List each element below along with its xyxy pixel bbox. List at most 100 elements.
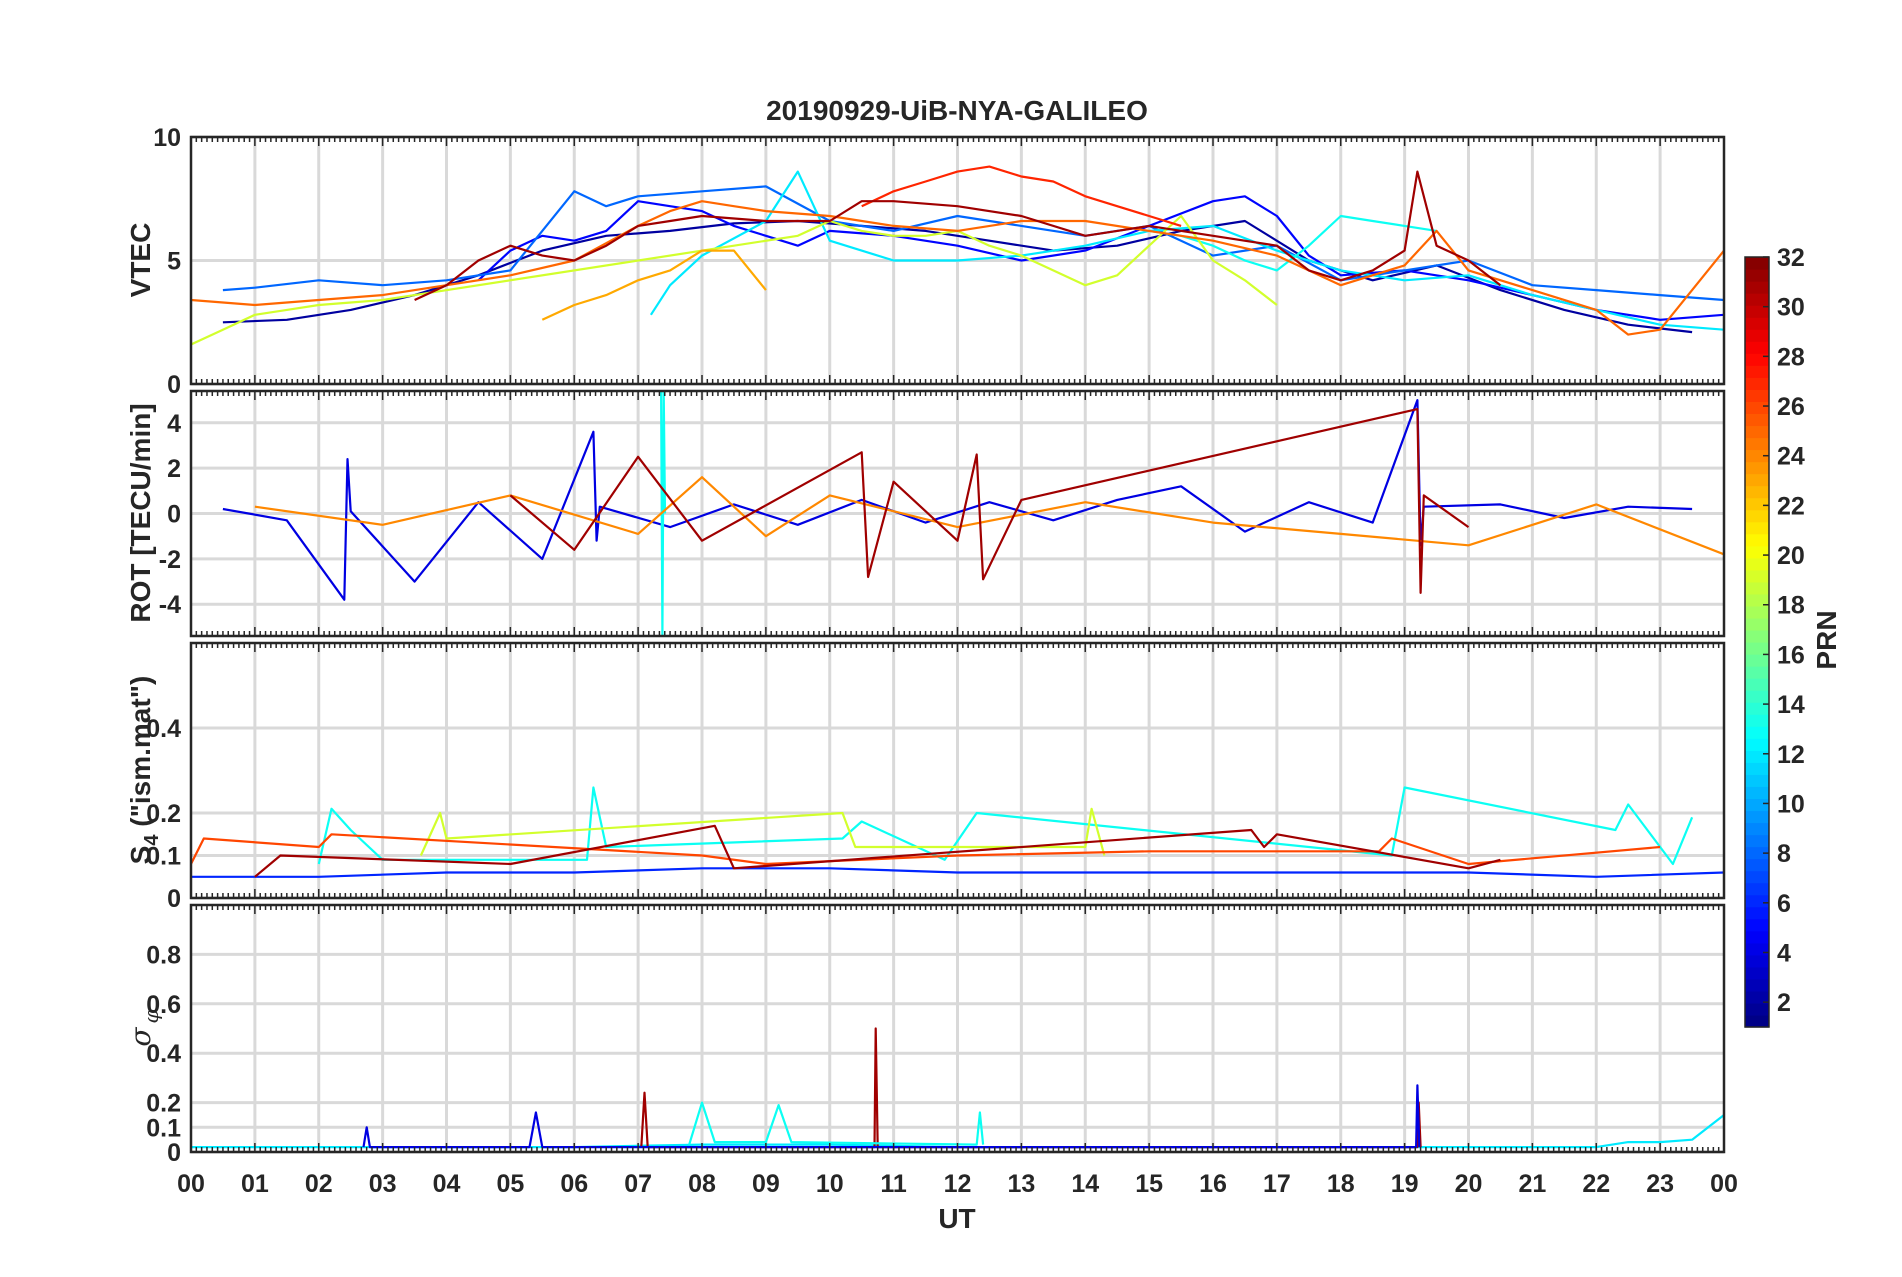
vtec-panel: 0 5 10 <box>153 124 1726 399</box>
rot-ytick-label: 4 <box>167 410 181 438</box>
colorbar-segment <box>1745 990 1769 1004</box>
colorbar-segment <box>1745 930 1769 944</box>
colorbar-tick-label: 2 <box>1777 989 1791 1017</box>
x-tick-label: 07 <box>624 1170 652 1198</box>
x-tick-label: 10 <box>816 1170 844 1198</box>
rot-ytick-label: 0 <box>167 501 181 529</box>
series-line <box>222 185 1724 302</box>
colorbar-segment <box>1745 593 1769 607</box>
rot-series-group <box>222 391 1724 636</box>
colorbar-segment <box>1745 269 1769 282</box>
series-line <box>191 214 1278 346</box>
series-line <box>477 195 1724 321</box>
colorbar-segment <box>1745 714 1769 727</box>
colorbar-tick-label: 30 <box>1777 294 1805 322</box>
x-axis-tick-labels: 00 01 02 03 04 05 06 07 08 09 10 11 12 13 14 15 16 17 18 19… <box>177 1170 1738 1198</box>
series-line <box>191 867 1724 878</box>
sigma-ytick-label: 0.4 <box>146 1040 181 1068</box>
vtec-ytick-label: 10 <box>153 124 181 152</box>
vtec-ylabel: VTEC <box>125 223 156 298</box>
colorbar-label: PRN <box>1811 610 1842 669</box>
rot-ytick-label: -2 <box>159 546 181 574</box>
colorbar-segment <box>1745 834 1769 848</box>
colorbar-tick-label: 28 <box>1777 343 1805 371</box>
colorbar-segment <box>1745 750 1769 763</box>
colorbar-segment <box>1745 629 1769 643</box>
colorbar-segment <box>1745 461 1769 475</box>
colorbar-segment <box>1745 822 1769 836</box>
colorbar-segment <box>1745 894 1769 908</box>
colorbar-segment <box>1745 377 1769 390</box>
colorbar-segment <box>1745 798 1769 812</box>
sigma-ytick-label: 0.6 <box>146 991 181 1019</box>
colorbar-segment <box>1745 569 1769 583</box>
s4-ylabel: S4 ("ism.mat") <box>125 676 163 865</box>
series-line <box>222 219 1693 334</box>
colorbar-segment <box>1745 605 1769 619</box>
x-tick-label: 00 <box>177 1170 205 1198</box>
sigma-ylabel-sub: φ <box>139 1009 163 1023</box>
colorbar-segment <box>1745 389 1769 402</box>
colorbar-segment <box>1745 690 1769 703</box>
colorbar-segment <box>1745 918 1769 932</box>
s4-panel: 0 0.1 0.2 0.4 <box>146 641 1726 913</box>
colorbar-segment <box>1745 617 1769 631</box>
series-line <box>414 170 1502 301</box>
s4-ylabel-main: S <box>125 846 156 865</box>
sigma-phi-panel: 00.10.2 0.4 0.6 0.8 <box>146 903 1726 1167</box>
x-tick-label: 12 <box>944 1170 972 1198</box>
x-tick-label: 03 <box>369 1170 397 1198</box>
x-tick-label: 08 <box>688 1170 716 1198</box>
vtec-ytick-label: 5 <box>167 248 181 276</box>
colorbar-segment <box>1745 473 1769 487</box>
x-tick-label: 19 <box>1391 1170 1419 1198</box>
colorbar-segment <box>1745 786 1769 800</box>
sigma-ytick-label: 0.2 <box>146 1090 181 1118</box>
colorbar-tick-label: 22 <box>1777 492 1805 520</box>
x-tick-label: 16 <box>1199 1170 1227 1198</box>
x-tick-label: 01 <box>241 1170 269 1198</box>
colorbar-segment <box>1745 449 1769 463</box>
colorbar-segment <box>1745 533 1769 547</box>
colorbar-tick-label: 14 <box>1777 691 1805 719</box>
s4-ytick-label: 0.2 <box>146 800 181 828</box>
colorbar-segment <box>1745 305 1769 318</box>
s4-ylabel-rest: ("ism.mat") <box>125 676 156 835</box>
colorbar-segment <box>1745 497 1769 511</box>
colorbar-segment <box>1745 666 1769 679</box>
colorbar-segment <box>1745 317 1769 330</box>
colorbar-segment <box>1745 1002 1769 1016</box>
colorbar-tick-label: 24 <box>1777 443 1805 471</box>
s4-ytick-label: 0.4 <box>146 715 181 743</box>
colorbar-segment <box>1745 521 1769 535</box>
s4-ylabel-sub: 4 <box>141 834 163 846</box>
colorbar-segment <box>1745 702 1769 715</box>
colorbar-segment <box>1745 762 1769 775</box>
rot-ytick-label: 2 <box>167 455 181 483</box>
colorbar-segment <box>1745 509 1769 523</box>
sigma-ytick-label: 0.8 <box>146 941 181 969</box>
colorbar-segment <box>1745 557 1769 571</box>
colorbar-segment <box>1745 870 1769 884</box>
colorbar-segment <box>1745 846 1769 860</box>
x-tick-label: 14 <box>1071 1170 1099 1198</box>
colorbar-segment <box>1745 654 1769 667</box>
colorbar-tick-label: 8 <box>1777 840 1791 868</box>
colorbar-tick-label: 20 <box>1777 542 1805 570</box>
x-tick-label: 02 <box>305 1170 333 1198</box>
vtec-series-group <box>191 165 1724 346</box>
colorbar-segment <box>1745 978 1769 992</box>
colorbar-tick-label: 16 <box>1777 641 1805 669</box>
rot-panel: -4 -2 0 2 4 <box>159 389 1726 638</box>
s4-series-group <box>191 786 1724 878</box>
x-tick-label: 20 <box>1455 1170 1483 1198</box>
colorbar-tick-label: 12 <box>1777 741 1805 769</box>
x-tick-label: 05 <box>496 1170 524 1198</box>
colorbar-tick-label: 32 <box>1777 244 1805 272</box>
series-line <box>861 165 1182 227</box>
colorbar-segment <box>1745 1014 1769 1028</box>
x-tick-label: 13 <box>1007 1170 1035 1198</box>
